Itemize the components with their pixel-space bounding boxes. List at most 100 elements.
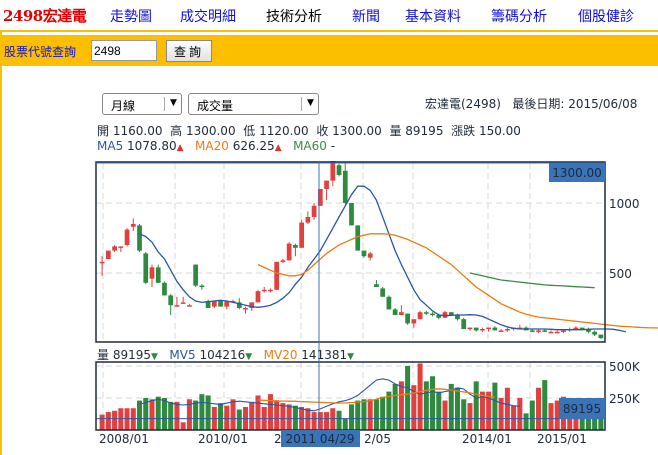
down-triangle-icon: ▼ bbox=[151, 352, 158, 362]
candle-body bbox=[548, 331, 554, 334]
volume-bar bbox=[311, 412, 317, 430]
indicator-select[interactable]: 成交量 ▼ bbox=[188, 93, 319, 115]
candle-body bbox=[137, 225, 142, 251]
mv5-line bbox=[139, 378, 520, 412]
candle-body bbox=[542, 330, 548, 332]
candle-body bbox=[280, 260, 286, 262]
candle-body bbox=[417, 312, 423, 320]
period-select-value: 月線 bbox=[111, 99, 136, 113]
candle-body bbox=[118, 246, 124, 248]
x-axis-label: 2/05 bbox=[364, 432, 391, 446]
last-date-value: 2015/06/08 bbox=[568, 97, 638, 111]
volume-bar bbox=[230, 399, 236, 430]
candle-body bbox=[436, 315, 442, 318]
ma60-label: MA60 bbox=[293, 139, 327, 153]
volume-bar bbox=[193, 400, 199, 430]
y-axis-label: 250K bbox=[609, 392, 641, 406]
candle-body bbox=[492, 327, 498, 331]
volume-bar bbox=[255, 395, 261, 430]
mv20-line bbox=[257, 388, 495, 404]
candle-body bbox=[392, 309, 398, 315]
candle-body bbox=[268, 289, 273, 292]
stock-title-info: 宏達電(2498) 最後日期: 2015/06/08 bbox=[425, 95, 637, 112]
volume-bar bbox=[205, 395, 211, 430]
candle-body bbox=[143, 253, 149, 283]
volume-bar bbox=[442, 400, 448, 430]
candle-body bbox=[380, 288, 386, 297]
candle-body bbox=[187, 305, 192, 307]
nav-link[interactable]: 成交明細 bbox=[180, 9, 236, 25]
nav-link[interactable]: 新聞 bbox=[352, 9, 380, 25]
candle-body bbox=[448, 312, 454, 315]
nav-link[interactable]: 走勢圖 bbox=[110, 9, 152, 25]
candle-body bbox=[299, 222, 304, 248]
volume-bar bbox=[180, 422, 186, 430]
volume-bar bbox=[274, 400, 280, 430]
volume-bar bbox=[548, 403, 554, 430]
candle-body bbox=[255, 291, 261, 303]
y-axis-label: 500 bbox=[609, 267, 632, 281]
candle-body bbox=[367, 253, 373, 258]
volume-label: 量 bbox=[389, 124, 402, 138]
stock-brand-title: 2498宏達電 bbox=[3, 7, 87, 25]
volume-bar bbox=[112, 410, 118, 430]
candle-body bbox=[317, 189, 323, 206]
volume-bar bbox=[423, 381, 429, 430]
stock-code-input[interactable] bbox=[91, 40, 157, 61]
candle-body bbox=[536, 330, 541, 332]
volume-bar bbox=[348, 404, 355, 430]
top-navigation: 2498宏達電 走勢圖 成交明細 技術分析 新聞 基本資料 籌碼分析 個股健診 bbox=[0, 0, 658, 32]
volume-bar bbox=[373, 399, 379, 430]
ma5-value: 1078.80 bbox=[127, 139, 177, 153]
period-select[interactable]: 月線 ▼ bbox=[102, 93, 182, 115]
up-triangle-icon: ▲ bbox=[176, 143, 184, 153]
candle-body bbox=[305, 217, 311, 223]
mv20-value: 141381 bbox=[301, 348, 348, 362]
candle-body bbox=[442, 312, 448, 318]
candle-body bbox=[455, 315, 460, 320]
price-highlight-badge bbox=[549, 163, 605, 182]
volume-bar bbox=[479, 391, 485, 430]
nav-link[interactable]: 籌碼分析 bbox=[491, 9, 547, 25]
nav-link[interactable]: 技術分析 bbox=[266, 9, 322, 25]
candle-body bbox=[386, 296, 392, 310]
candle-body bbox=[355, 225, 361, 251]
volume-bar bbox=[392, 383, 398, 430]
candle-body bbox=[324, 180, 329, 189]
volume-bar bbox=[461, 399, 467, 430]
candle-body bbox=[430, 313, 435, 316]
open-value: 1160.00 bbox=[112, 124, 163, 138]
volume-bar bbox=[473, 381, 479, 430]
volume-bar bbox=[486, 391, 492, 430]
volume-bar bbox=[380, 396, 386, 430]
y-axis-label: 500K bbox=[609, 360, 641, 374]
candle-body bbox=[529, 330, 535, 332]
open-label: 開 bbox=[97, 124, 110, 138]
ohlc-info: 開 1160.00 高 1300.00 低 1120.00 收 1300.00 … bbox=[97, 122, 521, 139]
candle-body bbox=[467, 327, 473, 330]
search-button[interactable]: 查詢 bbox=[166, 40, 212, 62]
volume-bar bbox=[467, 403, 473, 430]
low-label: 低 bbox=[243, 124, 256, 138]
candle-body bbox=[112, 246, 117, 251]
price-highlight-value: 1300.00 bbox=[552, 166, 602, 180]
volume-bar bbox=[536, 387, 542, 430]
candle-body bbox=[99, 261, 105, 264]
volume-bar bbox=[218, 403, 224, 430]
candle-body bbox=[205, 301, 211, 308]
down-triangle-icon: ▼ bbox=[245, 352, 253, 362]
indicator-select-value: 成交量 bbox=[197, 99, 234, 113]
volume-bar bbox=[161, 398, 167, 430]
price-ma-legend: MA5 1078.80▲ MA20 626.25▲ MA60 - bbox=[97, 139, 335, 153]
candle-body bbox=[554, 331, 560, 334]
candle-body bbox=[374, 284, 379, 287]
nav-link[interactable]: 基本資料 bbox=[405, 9, 461, 25]
x-axis-label: 2014/01 bbox=[462, 432, 512, 446]
nav-link[interactable]: 個股健診 bbox=[578, 9, 634, 25]
candle-body bbox=[498, 330, 504, 332]
volume-bar bbox=[149, 399, 155, 430]
volume-bar bbox=[143, 398, 149, 430]
volume-bar bbox=[118, 408, 124, 430]
volume-bar bbox=[367, 399, 373, 430]
